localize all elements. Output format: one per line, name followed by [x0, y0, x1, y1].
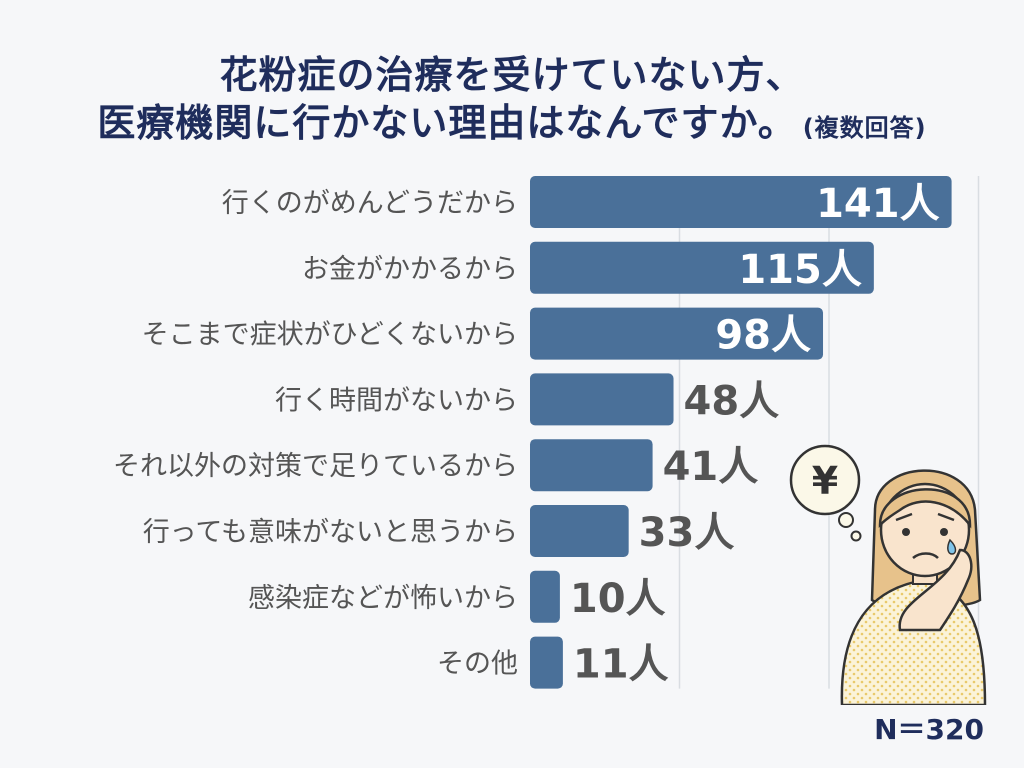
chart-title-line2-wrap: 医療機関に行かない理由はなんですか。 (複数回答) [0, 92, 1024, 147]
bar [530, 439, 653, 492]
value-label: 33人 [639, 510, 735, 556]
value-label: 10人 [570, 576, 666, 622]
category-label: 感染症などが怖いから [248, 583, 518, 614]
category-label: それ以外の対策で足りているから [113, 451, 518, 482]
chart-title-line1: 花粉症の治療を受けていない方、 [219, 53, 805, 97]
bar [530, 636, 563, 689]
chart-note: (複数回答) [802, 114, 927, 142]
category-label: 行く時間がないから [275, 385, 518, 416]
category-label: お金がかかるから [302, 254, 518, 285]
chart-title-line2: 医療機関に行かない理由はなんですか。 [97, 101, 797, 145]
value-label: 41人 [663, 444, 759, 490]
bar [530, 570, 560, 623]
value-label: 11人 [573, 642, 669, 688]
bar [530, 241, 874, 294]
bar [530, 505, 629, 557]
bar [530, 373, 674, 426]
sample-size-label: N＝320 [874, 713, 984, 746]
worried-woman-illustration: ¥ [789, 444, 987, 705]
category-label: 行くのがめんどうだから [222, 188, 518, 219]
category-label: 行っても意味がないと思うから [143, 517, 518, 548]
category-label: その他 [437, 649, 518, 680]
category-label: そこまで症状がひどくないから [142, 320, 518, 351]
thought-bubble: ¥ [789, 444, 862, 542]
value-label: 48人 [684, 378, 780, 424]
bar [530, 176, 952, 228]
value-label: 115人 [738, 247, 862, 293]
value-label: 98人 [715, 313, 811, 359]
bar [530, 307, 824, 360]
yen-symbol: ¥ [812, 459, 838, 503]
value-label: 141人 [816, 181, 940, 227]
